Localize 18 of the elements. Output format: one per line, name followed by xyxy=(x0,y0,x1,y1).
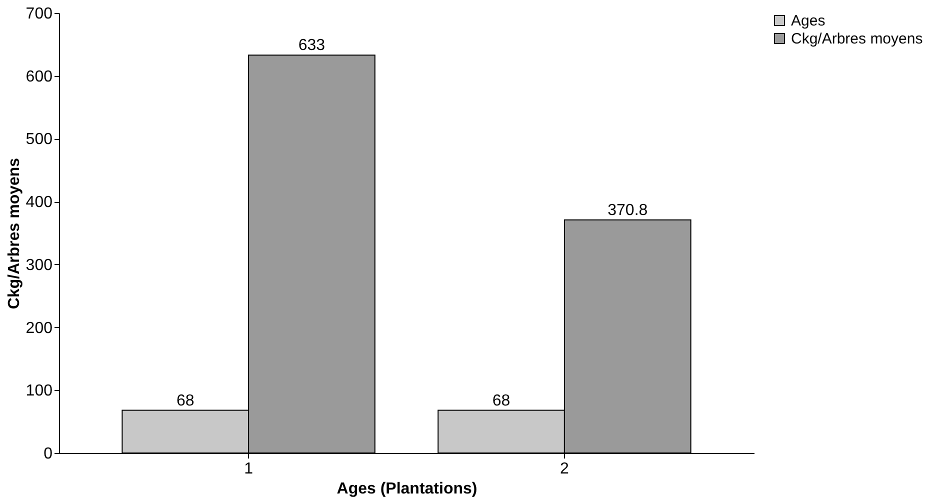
y-tick-label: 200 xyxy=(26,320,53,337)
x-axis-title: Ages (Plantations) xyxy=(336,480,478,498)
data-label: 370.8 xyxy=(608,202,648,219)
x-tick-label: 2 xyxy=(560,460,569,478)
y-tick-label: 0 xyxy=(44,446,53,462)
legend-label: Ckg/Arbres moyens xyxy=(791,30,923,48)
y-tick-label: 600 xyxy=(26,68,53,86)
x-tick-label: 1 xyxy=(244,460,254,478)
data-label: 68 xyxy=(492,392,510,410)
y-tick-label: 700 xyxy=(26,6,53,22)
y-tick-label: 500 xyxy=(26,131,53,148)
data-label: 633 xyxy=(298,37,326,54)
legend-label: Ages xyxy=(791,12,826,30)
y-tick-label: 100 xyxy=(26,382,53,400)
y-axis-title: Ckg/Arbres moyens xyxy=(6,158,23,310)
y-tick-label: 300 xyxy=(26,256,53,274)
data-label: 68 xyxy=(176,392,194,410)
y-tick-label: 400 xyxy=(26,194,53,212)
